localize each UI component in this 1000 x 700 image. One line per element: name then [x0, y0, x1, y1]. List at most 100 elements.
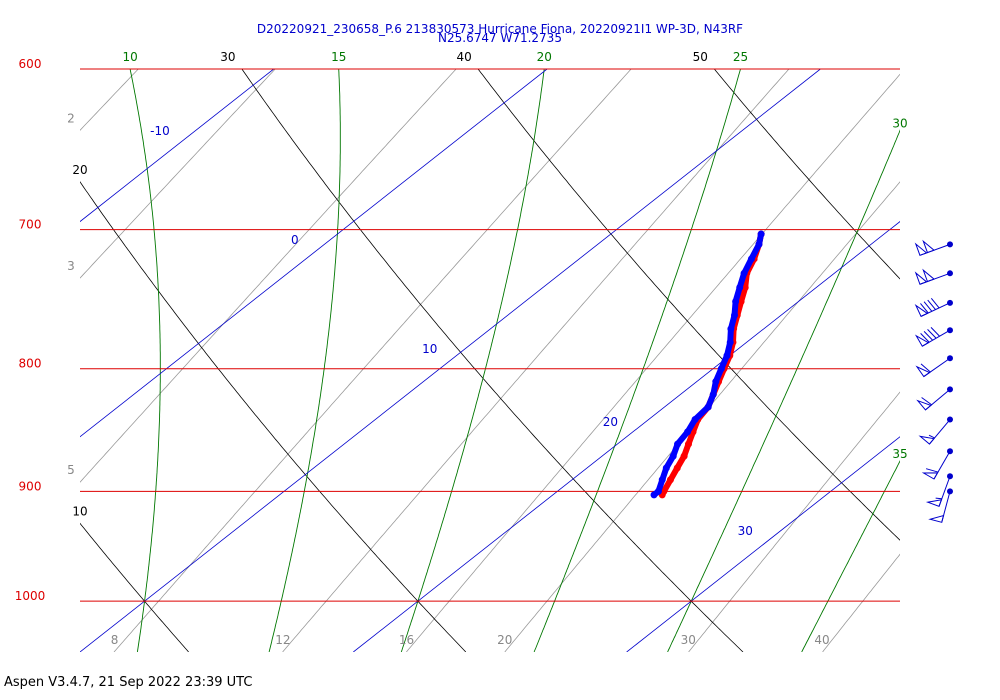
mixing-ratio-label: 40 — [814, 633, 829, 647]
moist-adiabat — [268, 69, 341, 652]
barb-station — [947, 270, 953, 277]
sounding-point — [709, 390, 717, 398]
barb-pennant — [922, 268, 936, 283]
sounding-point — [757, 230, 765, 238]
wind-barb — [916, 386, 953, 411]
barb-feather — [925, 468, 939, 473]
isotherm — [80, 69, 821, 652]
barb-pennant — [915, 365, 931, 378]
sounding-point — [712, 378, 720, 386]
moist-adiabat — [400, 69, 545, 652]
sounding-point — [717, 365, 725, 373]
barb-pennant — [925, 499, 943, 507]
sounding-point — [669, 452, 677, 460]
barb-pennant — [914, 334, 930, 347]
wind-barb — [915, 355, 953, 378]
mixing-ratio-label: 12 — [275, 633, 290, 647]
mixing-ratio-label: 16 — [399, 633, 414, 647]
dry-adiabat — [80, 181, 467, 652]
wind-barb — [914, 326, 953, 347]
sounding-point — [691, 416, 699, 424]
barb-feather — [930, 326, 940, 337]
wind-barb — [914, 298, 953, 318]
sounding-line — [651, 231, 765, 498]
mixing-ratio-line — [822, 553, 900, 652]
sounding-point — [726, 338, 734, 346]
dry-adiabat-label: 40 — [456, 50, 471, 64]
sounding-point — [680, 452, 688, 460]
mixing-ratio-line — [282, 69, 790, 652]
mixing-ratio-line — [80, 69, 276, 279]
barb-pennant — [918, 435, 935, 445]
moist-adiabat-label: 15 — [331, 50, 346, 64]
isotherm — [626, 436, 900, 652]
barb-station — [947, 473, 953, 480]
dry-adiabat — [713, 69, 900, 280]
sounding-point — [704, 403, 712, 411]
moist-adiabat — [801, 460, 900, 652]
chart-subtitle: N25.6747 W71.2735 — [438, 31, 562, 45]
barb-half — [935, 497, 942, 500]
isotherm-label: 20 — [603, 415, 618, 429]
barb-feather — [920, 332, 930, 343]
mixing-ratio-label: 8 — [111, 633, 119, 647]
sounding-point — [736, 283, 744, 291]
barb-feather — [927, 299, 936, 310]
isotherm-label: 30 — [738, 524, 753, 538]
mixing-ratio-line — [504, 181, 900, 652]
sounding-point — [673, 464, 681, 472]
y-tick-label: 800 — [19, 357, 42, 371]
barb-feather — [930, 298, 940, 309]
chart-title: D20220921_230658_P.6 213830573 Hurricane… — [257, 22, 743, 36]
y-tick-label: 600 — [19, 57, 42, 71]
y-tick-label: 900 — [19, 479, 42, 493]
barb-pennant — [914, 242, 928, 256]
moist-adiabat-label: 30 — [892, 116, 907, 130]
wind-barb — [921, 448, 953, 480]
mixing-ratio-label: 30 — [681, 633, 696, 647]
dry-adiabat-label: 10 — [72, 504, 87, 518]
moist-adiabat-label: 35 — [892, 447, 907, 461]
moist-adiabat-label: 25 — [733, 50, 748, 64]
mixing-ratio-line — [406, 73, 900, 652]
sounding-point — [740, 269, 748, 277]
wind-barb — [914, 239, 953, 256]
sounding-point — [741, 283, 749, 291]
barb-half — [928, 434, 935, 439]
moist-adiabat-label: 10 — [122, 50, 137, 64]
mixing-ratio-line — [80, 69, 457, 483]
barb-feather — [923, 330, 934, 341]
sounding-point — [685, 440, 693, 448]
isotherm-label: 10 — [422, 342, 437, 356]
barb-pennant — [928, 514, 945, 523]
wind-barb — [928, 488, 953, 523]
sounding-point — [650, 491, 658, 499]
sounding-point — [666, 476, 674, 484]
barb-station — [947, 327, 953, 334]
dry-adiabat — [80, 522, 189, 652]
y-tick-label: 700 — [19, 218, 42, 232]
sounding-point — [731, 311, 739, 319]
footer: Aspen V3.4.7, 21 Sep 2022 23:39 UTC — [4, 675, 252, 690]
barb-feather — [920, 363, 931, 373]
barb-station — [947, 488, 953, 495]
barb-station — [947, 416, 953, 423]
barb-feather — [927, 328, 937, 339]
sounding-point — [747, 255, 755, 263]
dry-adiabat-label: 30 — [220, 50, 235, 64]
wind-barb — [925, 473, 953, 507]
barb-pennant — [921, 472, 939, 480]
barb-station — [947, 448, 953, 455]
sounding-point — [658, 476, 666, 484]
barb-pennant — [914, 304, 929, 318]
barb-pennant — [916, 399, 932, 411]
mixing-ratio-line — [113, 69, 632, 652]
dry-adiabat — [477, 69, 900, 541]
sounding-point — [755, 240, 763, 248]
isotherm-label: 0 — [291, 233, 299, 247]
sounding-point — [662, 464, 670, 472]
isotherm — [80, 69, 548, 438]
barb-station — [947, 299, 953, 306]
moist-adiabat — [129, 69, 161, 652]
mixing-ratio-label: 5 — [67, 463, 75, 477]
